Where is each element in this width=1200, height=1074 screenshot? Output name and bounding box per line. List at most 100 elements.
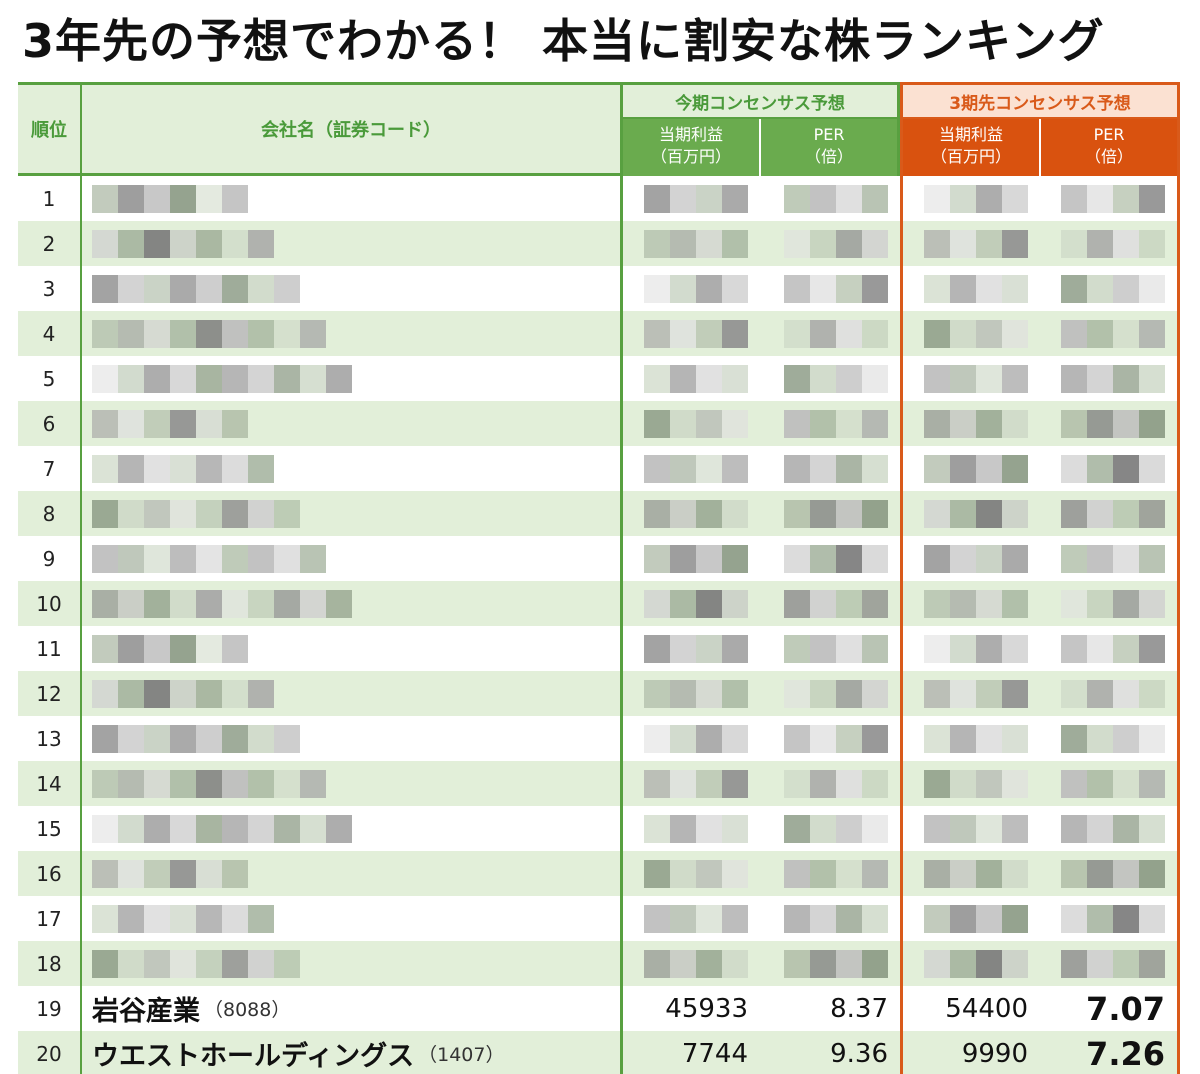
current-per-cell: [760, 401, 900, 446]
redacted-value: [1061, 274, 1165, 303]
table-row: 8: [18, 491, 1180, 536]
current-profit-cell: [620, 356, 760, 401]
future-profit-cell: [900, 941, 1040, 986]
company-cell: [80, 491, 620, 536]
rank-cell: 6: [42, 411, 56, 436]
future-profit-cell: [900, 491, 1040, 536]
future-per-cell: [1040, 851, 1180, 896]
redacted-value: [92, 769, 326, 798]
table-row: 16: [18, 851, 1180, 896]
future-per-cell: [1040, 671, 1180, 716]
redacted-value: [92, 274, 300, 303]
table-row: 4: [18, 311, 1180, 356]
redacted-value: [92, 184, 248, 213]
current-profit-cell: 7744: [620, 1031, 760, 1074]
future-profit-cell: [900, 716, 1040, 761]
future-profit-cell: [900, 896, 1040, 941]
current-per-cell: [760, 266, 900, 311]
table-row: 1: [18, 176, 1180, 221]
redacted-value: [644, 769, 748, 798]
company-cell: [80, 356, 620, 401]
future-per-cell: [1040, 581, 1180, 626]
current-profit-cell: [620, 896, 760, 941]
redacted-value: [924, 769, 1028, 798]
current-per-cell: [760, 761, 900, 806]
current-per-cell: 9.36: [830, 1038, 888, 1069]
rank-cell: 14: [36, 771, 62, 796]
future-profit-cell: [900, 266, 1040, 311]
future-per-cell: 7.07: [1040, 986, 1180, 1031]
rank-cell: 17: [36, 906, 62, 931]
future-per-cell: [1040, 176, 1180, 221]
future-profit-cell: 54400: [900, 986, 1040, 1031]
future-per-cell: [1040, 536, 1180, 581]
company-cell: [80, 446, 620, 491]
rank-cell: 5: [42, 366, 56, 391]
company-cell: [80, 626, 620, 671]
redacted-value: [92, 904, 274, 933]
table-row: 7: [18, 446, 1180, 491]
redacted-value: [784, 859, 888, 888]
table-row: 14: [18, 761, 1180, 806]
current-profit-cell: [620, 176, 760, 221]
current-per-unit: （倍）: [804, 147, 853, 166]
table-row: 15: [18, 806, 1180, 851]
redacted-value: [92, 544, 326, 573]
rank-cell: 13: [36, 726, 62, 751]
redacted-value: [924, 274, 1028, 303]
redacted-value: [924, 949, 1028, 978]
future-per-cell: 7.26: [1040, 1031, 1180, 1074]
rank-cell: 20: [36, 1041, 62, 1066]
redacted-value: [1061, 904, 1165, 933]
rank-cell: 18: [36, 951, 62, 976]
redacted-value: [644, 859, 748, 888]
redacted-value: [92, 319, 326, 348]
redacted-value: [784, 454, 888, 483]
future-profit-cell: [900, 671, 1040, 716]
future-forecast-title: 3期先コンセンサス予想: [903, 85, 1177, 119]
future-profit-cell: [900, 446, 1040, 491]
future-per-cell: [1040, 221, 1180, 266]
future-per-cell: [1040, 401, 1180, 446]
redacted-value: [924, 589, 1028, 618]
rank-cell: 10: [36, 591, 62, 616]
redacted-value: [644, 679, 748, 708]
current-per-cell: 8.37: [830, 993, 888, 1024]
future-per-cell: [1040, 356, 1180, 401]
redacted-value: [784, 904, 888, 933]
company-cell: ウエストホールディングス （1407）: [80, 1031, 620, 1074]
redacted-value: [924, 364, 1028, 393]
redacted-value: [644, 544, 748, 573]
future-profit-cell: [900, 536, 1040, 581]
table-row: 13: [18, 716, 1180, 761]
redacted-value: [924, 499, 1028, 528]
current-per-cell: [760, 626, 900, 671]
redacted-value: [1061, 634, 1165, 663]
future-per-cell: [1040, 761, 1180, 806]
redacted-value: [1061, 409, 1165, 438]
redacted-value: [784, 769, 888, 798]
redacted-value: [92, 724, 300, 753]
company-cell: [80, 176, 620, 221]
redacted-value: [924, 679, 1028, 708]
future-profit-label: 当期利益: [938, 125, 1003, 144]
current-profit-cell: [620, 716, 760, 761]
rank-cell: 9: [42, 546, 56, 571]
rank-cell: 2: [42, 231, 56, 256]
current-profit-unit: （百万円）: [650, 147, 731, 166]
redacted-value: [924, 814, 1028, 843]
future-profit-cell: 9990: [900, 1031, 1040, 1074]
current-profit-cell: [620, 446, 760, 491]
redacted-value: [1061, 454, 1165, 483]
table-row: 11: [18, 626, 1180, 671]
redacted-value: [1061, 724, 1165, 753]
current-profit-cell: [620, 626, 760, 671]
table-row: 20 ウエストホールディングス （1407） 7744 9.36 9990 7.26: [18, 1031, 1180, 1074]
company-header: 会社名（証券コード）: [80, 82, 620, 176]
current-per-cell: [760, 941, 900, 986]
rank-cell: 11: [36, 636, 62, 661]
future-profit-cell: [900, 581, 1040, 626]
current-profit-cell: [620, 401, 760, 446]
current-profit-cell: [620, 761, 760, 806]
redacted-value: [644, 364, 748, 393]
